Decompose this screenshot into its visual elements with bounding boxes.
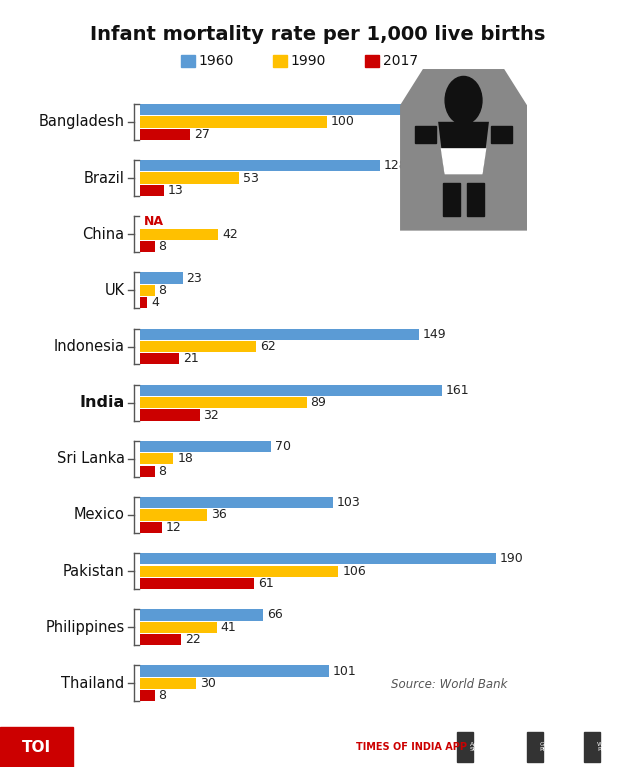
Bar: [491, 126, 512, 143]
Text: 22: 22: [185, 633, 201, 646]
Text: 41: 41: [220, 621, 236, 634]
Text: 32: 32: [203, 409, 219, 422]
Text: App
Store: App Store: [470, 742, 486, 752]
Bar: [140, 397, 307, 408]
Bar: [140, 173, 239, 183]
Text: 30: 30: [199, 677, 215, 690]
Bar: [140, 441, 271, 452]
Text: 190: 190: [500, 552, 523, 565]
Bar: [467, 183, 484, 216]
Text: 8: 8: [159, 240, 166, 253]
Bar: [140, 241, 155, 252]
Text: TOI: TOI: [22, 739, 51, 755]
Bar: [140, 553, 496, 565]
Text: India: India: [79, 395, 124, 410]
Bar: [140, 341, 256, 352]
Text: 101: 101: [333, 664, 356, 677]
Text: 161: 161: [445, 384, 469, 397]
Bar: [140, 285, 155, 296]
Text: Mexico: Mexico: [74, 508, 124, 522]
Text: Thailand: Thailand: [62, 676, 124, 691]
Bar: [140, 678, 196, 689]
Text: 173: 173: [468, 103, 491, 116]
Text: 23: 23: [187, 272, 203, 285]
Text: 8: 8: [159, 690, 166, 703]
Text: Windows
Phone: Windows Phone: [597, 742, 625, 752]
Polygon shape: [438, 122, 489, 175]
Text: 4: 4: [151, 296, 159, 309]
Text: 8: 8: [159, 465, 166, 478]
Text: 42: 42: [222, 228, 238, 241]
Bar: [140, 609, 264, 621]
Text: 103: 103: [337, 496, 360, 509]
Text: TIMES OF INDIA APP: TIMES OF INDIA APP: [356, 742, 467, 752]
Bar: [140, 509, 207, 521]
Bar: [140, 497, 333, 509]
Bar: [140, 634, 181, 645]
Bar: [140, 466, 155, 477]
Text: 70: 70: [275, 440, 291, 453]
Bar: [527, 732, 543, 762]
Bar: [140, 272, 183, 284]
Text: 18: 18: [177, 453, 193, 466]
Text: Bangladesh: Bangladesh: [39, 114, 124, 130]
Text: 12: 12: [166, 521, 182, 534]
Bar: [415, 126, 436, 143]
Polygon shape: [441, 148, 486, 175]
Text: 53: 53: [243, 172, 258, 185]
Bar: [140, 565, 338, 577]
Text: 128: 128: [384, 160, 407, 173]
Text: 66: 66: [267, 608, 283, 621]
Bar: [140, 297, 147, 308]
Bar: [140, 129, 190, 140]
Text: 27: 27: [194, 128, 210, 141]
Bar: [140, 453, 173, 465]
Bar: [140, 385, 441, 396]
Text: 13: 13: [168, 184, 184, 197]
Text: Sri Lanka: Sri Lanka: [57, 451, 124, 466]
Bar: [140, 160, 380, 171]
Text: FOR MORE  INFOGRAPHICS DOWNLOAD: FOR MORE INFOGRAPHICS DOWNLOAD: [86, 742, 304, 752]
Text: Brazil: Brazil: [84, 170, 124, 186]
Text: Infant mortality rate per 1,000 live births: Infant mortality rate per 1,000 live bir…: [90, 25, 545, 44]
Bar: [140, 690, 155, 701]
Text: UK: UK: [105, 283, 124, 298]
Bar: [443, 183, 460, 216]
Circle shape: [445, 77, 482, 124]
Text: 149: 149: [423, 328, 446, 341]
Bar: [140, 578, 254, 589]
Text: 1990: 1990: [291, 54, 326, 67]
Text: China: China: [83, 227, 124, 242]
Bar: [140, 522, 162, 533]
Text: Source: World Bank: Source: World Bank: [391, 678, 507, 690]
Text: 106: 106: [342, 565, 366, 578]
Polygon shape: [400, 69, 527, 231]
Bar: [140, 328, 419, 340]
Text: 36: 36: [211, 509, 227, 522]
Text: 1960: 1960: [199, 54, 234, 67]
Bar: [140, 622, 217, 633]
Text: 2017: 2017: [383, 54, 418, 67]
Text: NA: NA: [144, 216, 163, 229]
Text: 100: 100: [331, 115, 355, 128]
Bar: [0, 727, 73, 767]
Bar: [140, 117, 327, 127]
Text: 61: 61: [258, 577, 274, 590]
Text: 8: 8: [159, 284, 166, 297]
Bar: [140, 666, 329, 676]
Bar: [584, 732, 600, 762]
Text: 62: 62: [260, 340, 276, 353]
Bar: [140, 410, 199, 420]
Text: Indonesia: Indonesia: [54, 339, 124, 354]
Text: Philippines: Philippines: [46, 620, 124, 635]
Text: 89: 89: [311, 397, 326, 409]
Text: 21: 21: [183, 352, 199, 365]
Text: Pakistan: Pakistan: [63, 564, 124, 578]
Bar: [140, 104, 464, 115]
Bar: [457, 732, 473, 762]
Bar: [140, 229, 218, 240]
Text: Google
Play: Google Play: [540, 742, 562, 752]
Bar: [140, 354, 179, 364]
Bar: [140, 185, 164, 196]
